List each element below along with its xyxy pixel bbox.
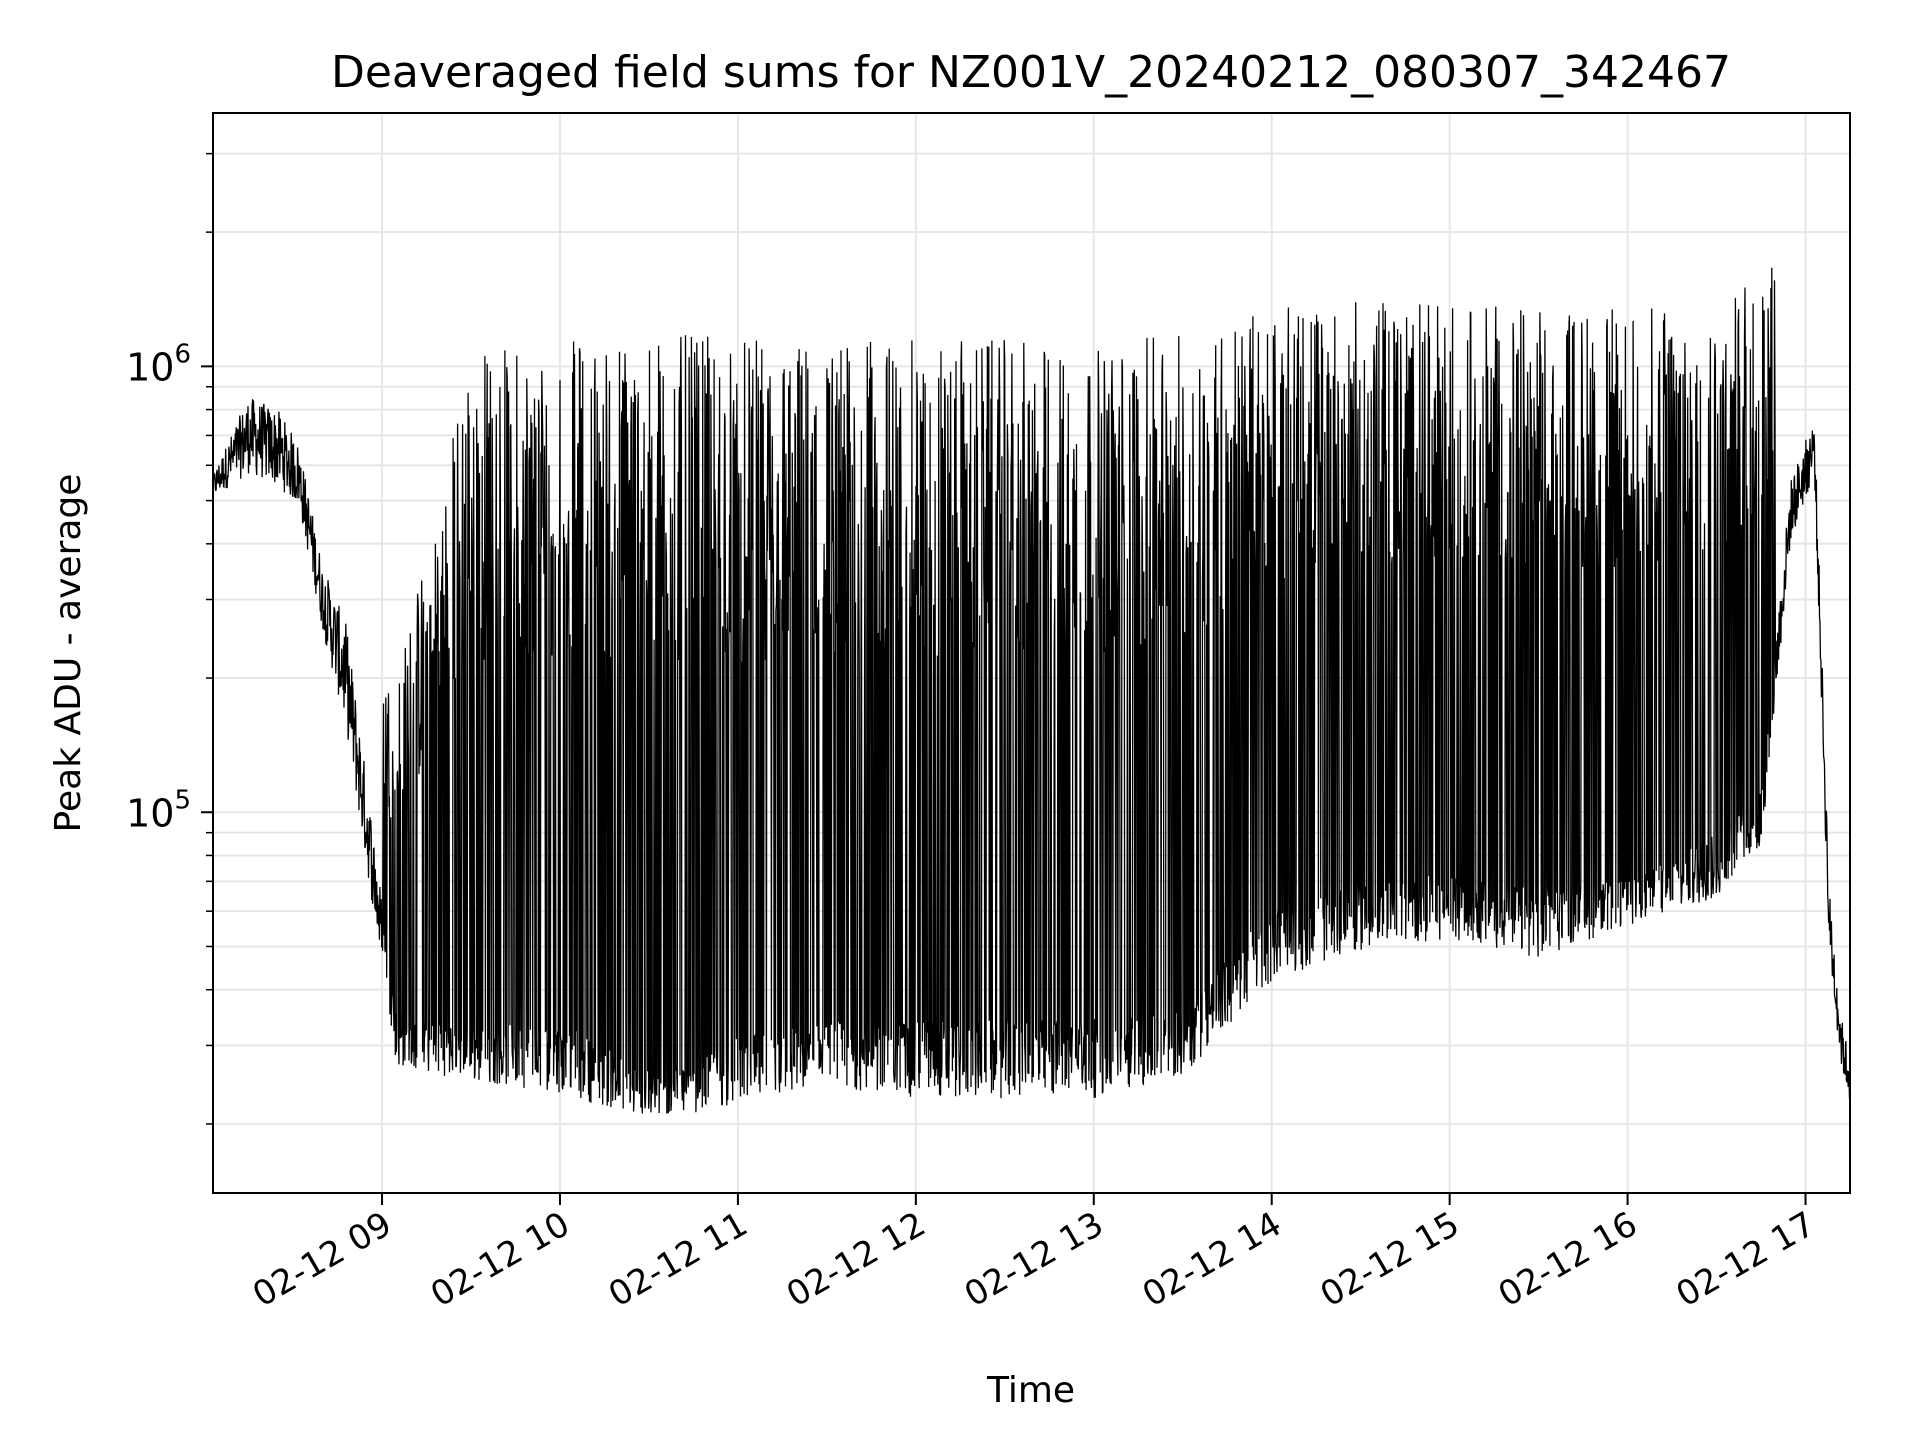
series-line [213,267,1850,1114]
y-tick-base: 10 [126,345,174,389]
y-axis-label: Peak ADU - average [48,474,89,833]
plot-series [213,267,1850,1114]
chart-title: Deaveraged field sums for NZ001V_2024021… [331,47,1731,98]
y-tick-label: 106 [126,339,191,389]
plot-frame [212,112,1851,1194]
y-tick-base: 10 [126,791,174,835]
y-tick-exponent: 5 [174,785,191,815]
y-tick-exponent: 6 [174,339,191,369]
x-axis-label: Time [986,1370,1075,1411]
y-tick-label: 105 [126,785,191,835]
